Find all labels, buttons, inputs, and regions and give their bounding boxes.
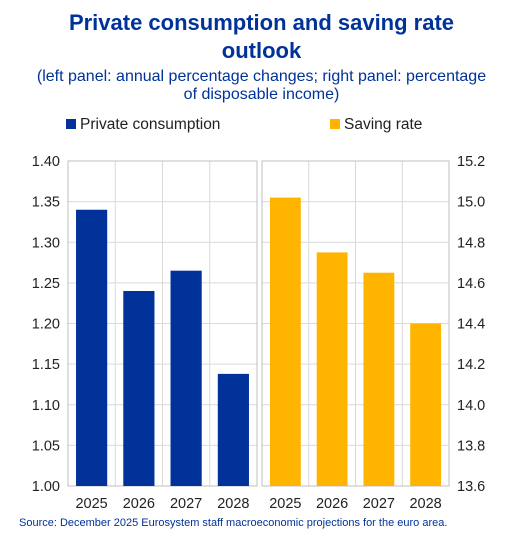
bar-saving-2025 — [269, 197, 301, 486]
x-tick-label-consumption: 2028 — [217, 496, 249, 512]
panel-frame-consumption — [67, 160, 258, 487]
y-tick-label-saving: 13.6 — [457, 479, 485, 495]
x-tick-label-saving: 2026 — [316, 496, 348, 512]
chart-subtitle-line2: of disposable income) — [183, 86, 340, 103]
y-tick-label-saving: 14.2 — [457, 357, 485, 373]
legend-item-consumption: Private consumption — [66, 116, 220, 134]
y-tick-label-saving: 15.2 — [457, 154, 485, 170]
chart-subtitle-line1: (left panel: annual percentage changes; … — [36, 68, 487, 85]
panel-frame-saving — [261, 160, 450, 487]
y-tick-label-consumption: 1.25 — [32, 276, 60, 292]
y-tick-label-consumption: 1.05 — [32, 438, 60, 454]
x-tick-label-saving: 2027 — [363, 496, 395, 512]
source-note: Source: December 2025 Eurosystem staff m… — [19, 517, 448, 529]
legend-swatch-consumption — [66, 119, 76, 129]
bar-saving-2026 — [316, 252, 348, 486]
y-tick-label-consumption: 1.00 — [32, 479, 60, 495]
bar-saving-2027 — [363, 272, 395, 486]
y-tick-label-consumption: 1.35 — [32, 195, 60, 211]
chart-title-line2: outlook — [221, 38, 302, 63]
y-tick-label-saving: 14.4 — [457, 317, 485, 333]
y-tick-label-consumption: 1.40 — [32, 154, 60, 170]
legend-label-consumption: Private consumption — [80, 116, 221, 133]
bar-consumption-2028 — [217, 373, 249, 486]
y-tick-label-consumption: 1.30 — [32, 235, 60, 251]
y-tick-label-saving: 13.8 — [457, 438, 485, 454]
x-tick-label-consumption: 2027 — [170, 496, 202, 512]
legend-swatch-saving — [330, 119, 340, 129]
y-tick-label-saving: 14.6 — [457, 276, 485, 292]
x-tick-label-consumption: 2026 — [123, 496, 155, 512]
x-tick-label-consumption: 2025 — [75, 496, 107, 512]
bar-consumption-2026 — [123, 291, 155, 486]
legend-label-saving: Saving rate — [344, 116, 423, 133]
y-tick-label-consumption: 1.15 — [32, 357, 60, 373]
bar-consumption-2025 — [76, 209, 108, 486]
bar-saving-2028 — [410, 323, 442, 486]
x-tick-label-saving: 2028 — [409, 496, 441, 512]
x-tick-label-saving: 2025 — [269, 496, 301, 512]
y-tick-label-saving: 14.8 — [457, 235, 485, 251]
bar-consumption-2027 — [170, 270, 202, 486]
y-tick-label-consumption: 1.20 — [32, 317, 60, 333]
chart-title-line1: Private consumption and saving rate — [68, 10, 455, 35]
y-tick-label-saving: 15.0 — [457, 195, 485, 211]
y-tick-label-saving: 14.0 — [457, 398, 485, 414]
y-tick-label-consumption: 1.10 — [32, 398, 60, 414]
legend-item-saving: Saving rate — [330, 116, 422, 134]
